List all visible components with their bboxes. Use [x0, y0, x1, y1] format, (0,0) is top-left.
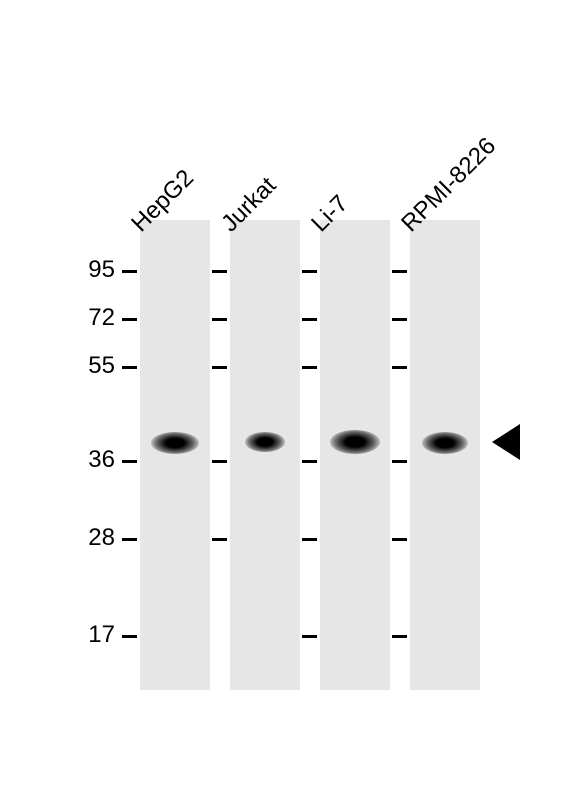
lane-tick [302, 270, 317, 273]
mw-tick [122, 635, 137, 638]
lane-tick [302, 318, 317, 321]
lane-jurkat [230, 220, 300, 690]
lane-tick [212, 270, 227, 273]
mw-label: 36 [75, 446, 115, 474]
target-band-arrow-icon [492, 424, 520, 460]
mw-label: 72 [75, 304, 115, 332]
mw-tick [122, 366, 137, 369]
lane-tick [302, 460, 317, 463]
western-blot-figure: HepG2 Jurkat Li-7 RPMI-8226 957255362817 [80, 60, 510, 740]
lane-hepg2 [140, 220, 210, 690]
band [151, 432, 199, 454]
band [245, 432, 285, 452]
lane-tick [392, 460, 407, 463]
mw-label: 17 [75, 621, 115, 649]
lane-tick [302, 635, 317, 638]
mw-tick [122, 270, 137, 273]
lane-tick [212, 460, 227, 463]
mw-tick [122, 538, 137, 541]
lane-tick [212, 366, 227, 369]
mw-tick [122, 318, 137, 321]
lane-rpmi8226 [410, 220, 480, 690]
mw-label: 55 [75, 352, 115, 380]
lane-tick [392, 635, 407, 638]
lane-tick [392, 538, 407, 541]
band [330, 430, 380, 454]
lane-tick [392, 318, 407, 321]
mw-label: 95 [75, 256, 115, 284]
mw-label: 28 [75, 524, 115, 552]
lane-tick [302, 366, 317, 369]
mw-tick [122, 460, 137, 463]
lane-tick [212, 538, 227, 541]
lane-li7 [320, 220, 390, 690]
band [422, 432, 468, 454]
lane-tick [212, 318, 227, 321]
lane-tick [302, 538, 317, 541]
lane-tick [392, 366, 407, 369]
lane-tick [392, 270, 407, 273]
